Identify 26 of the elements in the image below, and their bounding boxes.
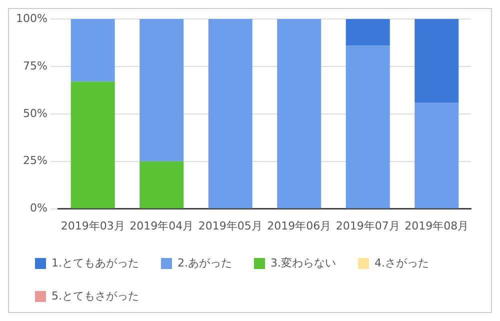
x-tick-label: 2019年04月 bbox=[130, 219, 194, 232]
bar bbox=[277, 19, 322, 208]
legend-label: 1.とてもあがった bbox=[52, 256, 139, 270]
bar bbox=[414, 19, 459, 103]
bar bbox=[140, 19, 184, 162]
x-tick-label: 2019年07月 bbox=[336, 219, 400, 232]
legend-label: 3.変わらない bbox=[270, 256, 336, 270]
legend-label: 5.とてもさがった bbox=[52, 289, 139, 302]
y-tick-label: 75% bbox=[22, 59, 48, 72]
bar bbox=[70, 82, 115, 208]
y-tick-label: 50% bbox=[22, 106, 48, 120]
legend-label: 4.さがった bbox=[374, 256, 429, 270]
y-tick-label: 100% bbox=[16, 12, 48, 25]
bar bbox=[140, 161, 184, 208]
bar bbox=[208, 19, 252, 208]
x-tick-label: 2019年06月 bbox=[267, 219, 332, 232]
bar bbox=[70, 19, 115, 82]
bar bbox=[346, 19, 390, 46]
bar bbox=[346, 46, 390, 208]
bar bbox=[414, 102, 459, 208]
y-tick-label: 0% bbox=[30, 202, 48, 215]
y-tick-label: 25% bbox=[22, 154, 48, 168]
x-tick-label: 2019年08月 bbox=[404, 219, 469, 232]
x-tick-label: 2019年05月 bbox=[198, 219, 262, 232]
legend-label: 2.あがった bbox=[177, 256, 232, 270]
x-tick-label: 2019年03月 bbox=[60, 219, 125, 232]
